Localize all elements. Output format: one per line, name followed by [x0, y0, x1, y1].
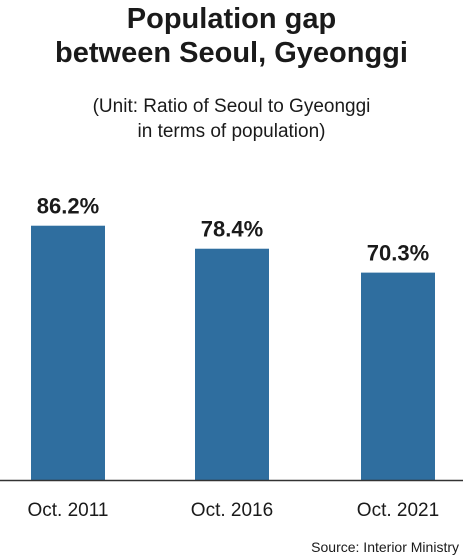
bar-3: [361, 272, 435, 480]
x-tick-label-3: Oct. 2021: [357, 500, 439, 521]
chart-subtitle-line-1: (Unit: Ratio of Seoul to Gyeonggi: [92, 96, 371, 117]
chart-title-line-1: Population gap: [126, 3, 337, 35]
chart-title: Population gap between Seoul, Gyeonggi: [0, 2, 463, 70]
chart-title-line-2: between Seoul, Gyeonggi: [55, 37, 408, 69]
x-tick-label-2: Oct. 2016: [191, 500, 273, 521]
chart-subtitle: (Unit: Ratio of Seoul to Gyeonggi in ter…: [0, 94, 463, 144]
data-label-2: 78.4%: [201, 217, 263, 242]
data-label-3: 70.3%: [367, 241, 429, 266]
chart-subtitle-line-2: in terms of population): [137, 121, 326, 142]
source-note: Source: Interior Ministry: [311, 539, 459, 555]
data-label-1: 86.2%: [37, 194, 99, 219]
bar-2: [195, 248, 269, 480]
bar-1: [31, 225, 105, 480]
x-tick-label-1: Oct. 2011: [28, 500, 109, 521]
